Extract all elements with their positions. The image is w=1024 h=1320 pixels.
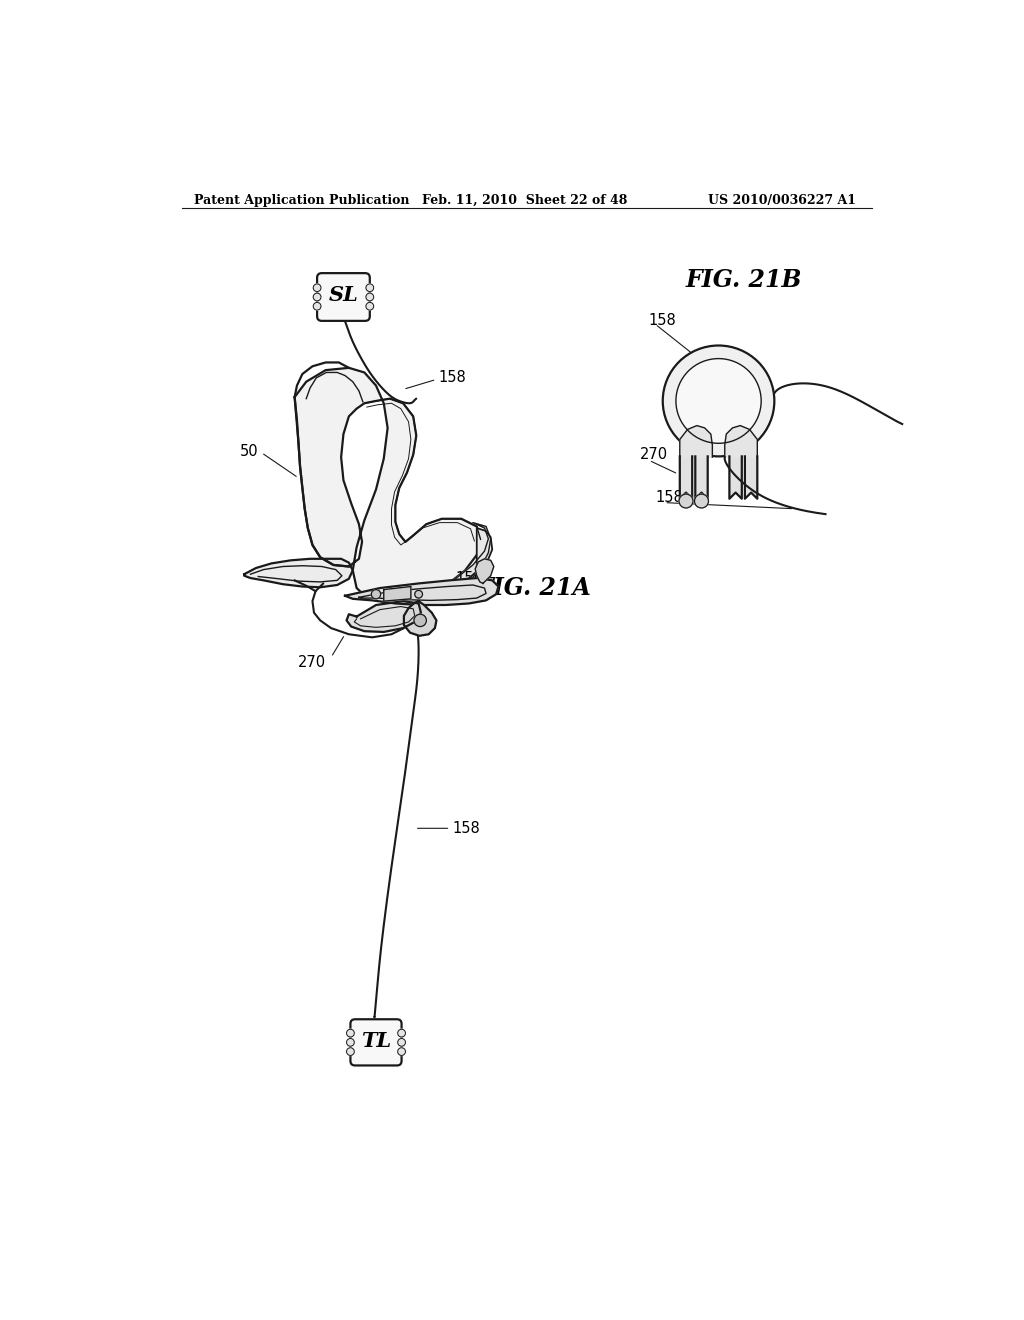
Text: 158: 158 [655,490,683,504]
Polygon shape [444,523,490,594]
Text: Feb. 11, 2010  Sheet 22 of 48: Feb. 11, 2010 Sheet 22 of 48 [422,194,628,207]
Polygon shape [680,425,713,457]
FancyBboxPatch shape [317,273,370,321]
Circle shape [414,614,426,627]
Text: 158: 158 [649,313,677,327]
Text: 158: 158 [452,821,479,836]
Text: TL: TL [360,1031,391,1051]
Text: 270: 270 [298,655,326,671]
Circle shape [397,1039,406,1047]
Circle shape [366,284,374,292]
Circle shape [372,590,381,599]
FancyBboxPatch shape [350,1019,401,1065]
Circle shape [366,302,374,310]
Circle shape [694,494,709,508]
Circle shape [679,494,693,508]
Text: US 2010/0036227 A1: US 2010/0036227 A1 [709,194,856,207]
Text: 50: 50 [240,444,258,458]
Text: FIG. 21A: FIG. 21A [477,576,592,601]
Polygon shape [345,578,499,605]
Circle shape [346,1030,354,1038]
Circle shape [346,1048,354,1056]
Text: FIG. 21B: FIG. 21B [686,268,802,292]
Polygon shape [295,368,480,603]
Polygon shape [725,425,758,457]
Text: 156: 156 [455,570,482,586]
Polygon shape [346,601,421,632]
Polygon shape [744,457,758,499]
Text: 158: 158 [438,371,466,385]
Circle shape [663,346,774,457]
Polygon shape [729,457,741,499]
Text: SL: SL [329,285,358,305]
Circle shape [415,590,423,598]
Polygon shape [680,457,692,499]
Polygon shape [695,457,708,499]
Polygon shape [384,586,411,601]
Polygon shape [245,558,352,587]
Circle shape [346,1039,354,1047]
Polygon shape [469,528,493,595]
Polygon shape [403,601,436,636]
Text: Patent Application Publication: Patent Application Publication [194,194,410,207]
Circle shape [397,1048,406,1056]
Text: 270: 270 [640,447,668,462]
Circle shape [397,1030,406,1038]
Circle shape [676,359,761,444]
Circle shape [313,284,321,292]
Circle shape [313,293,321,301]
Circle shape [313,302,321,310]
Circle shape [366,293,374,301]
Polygon shape [475,558,494,583]
